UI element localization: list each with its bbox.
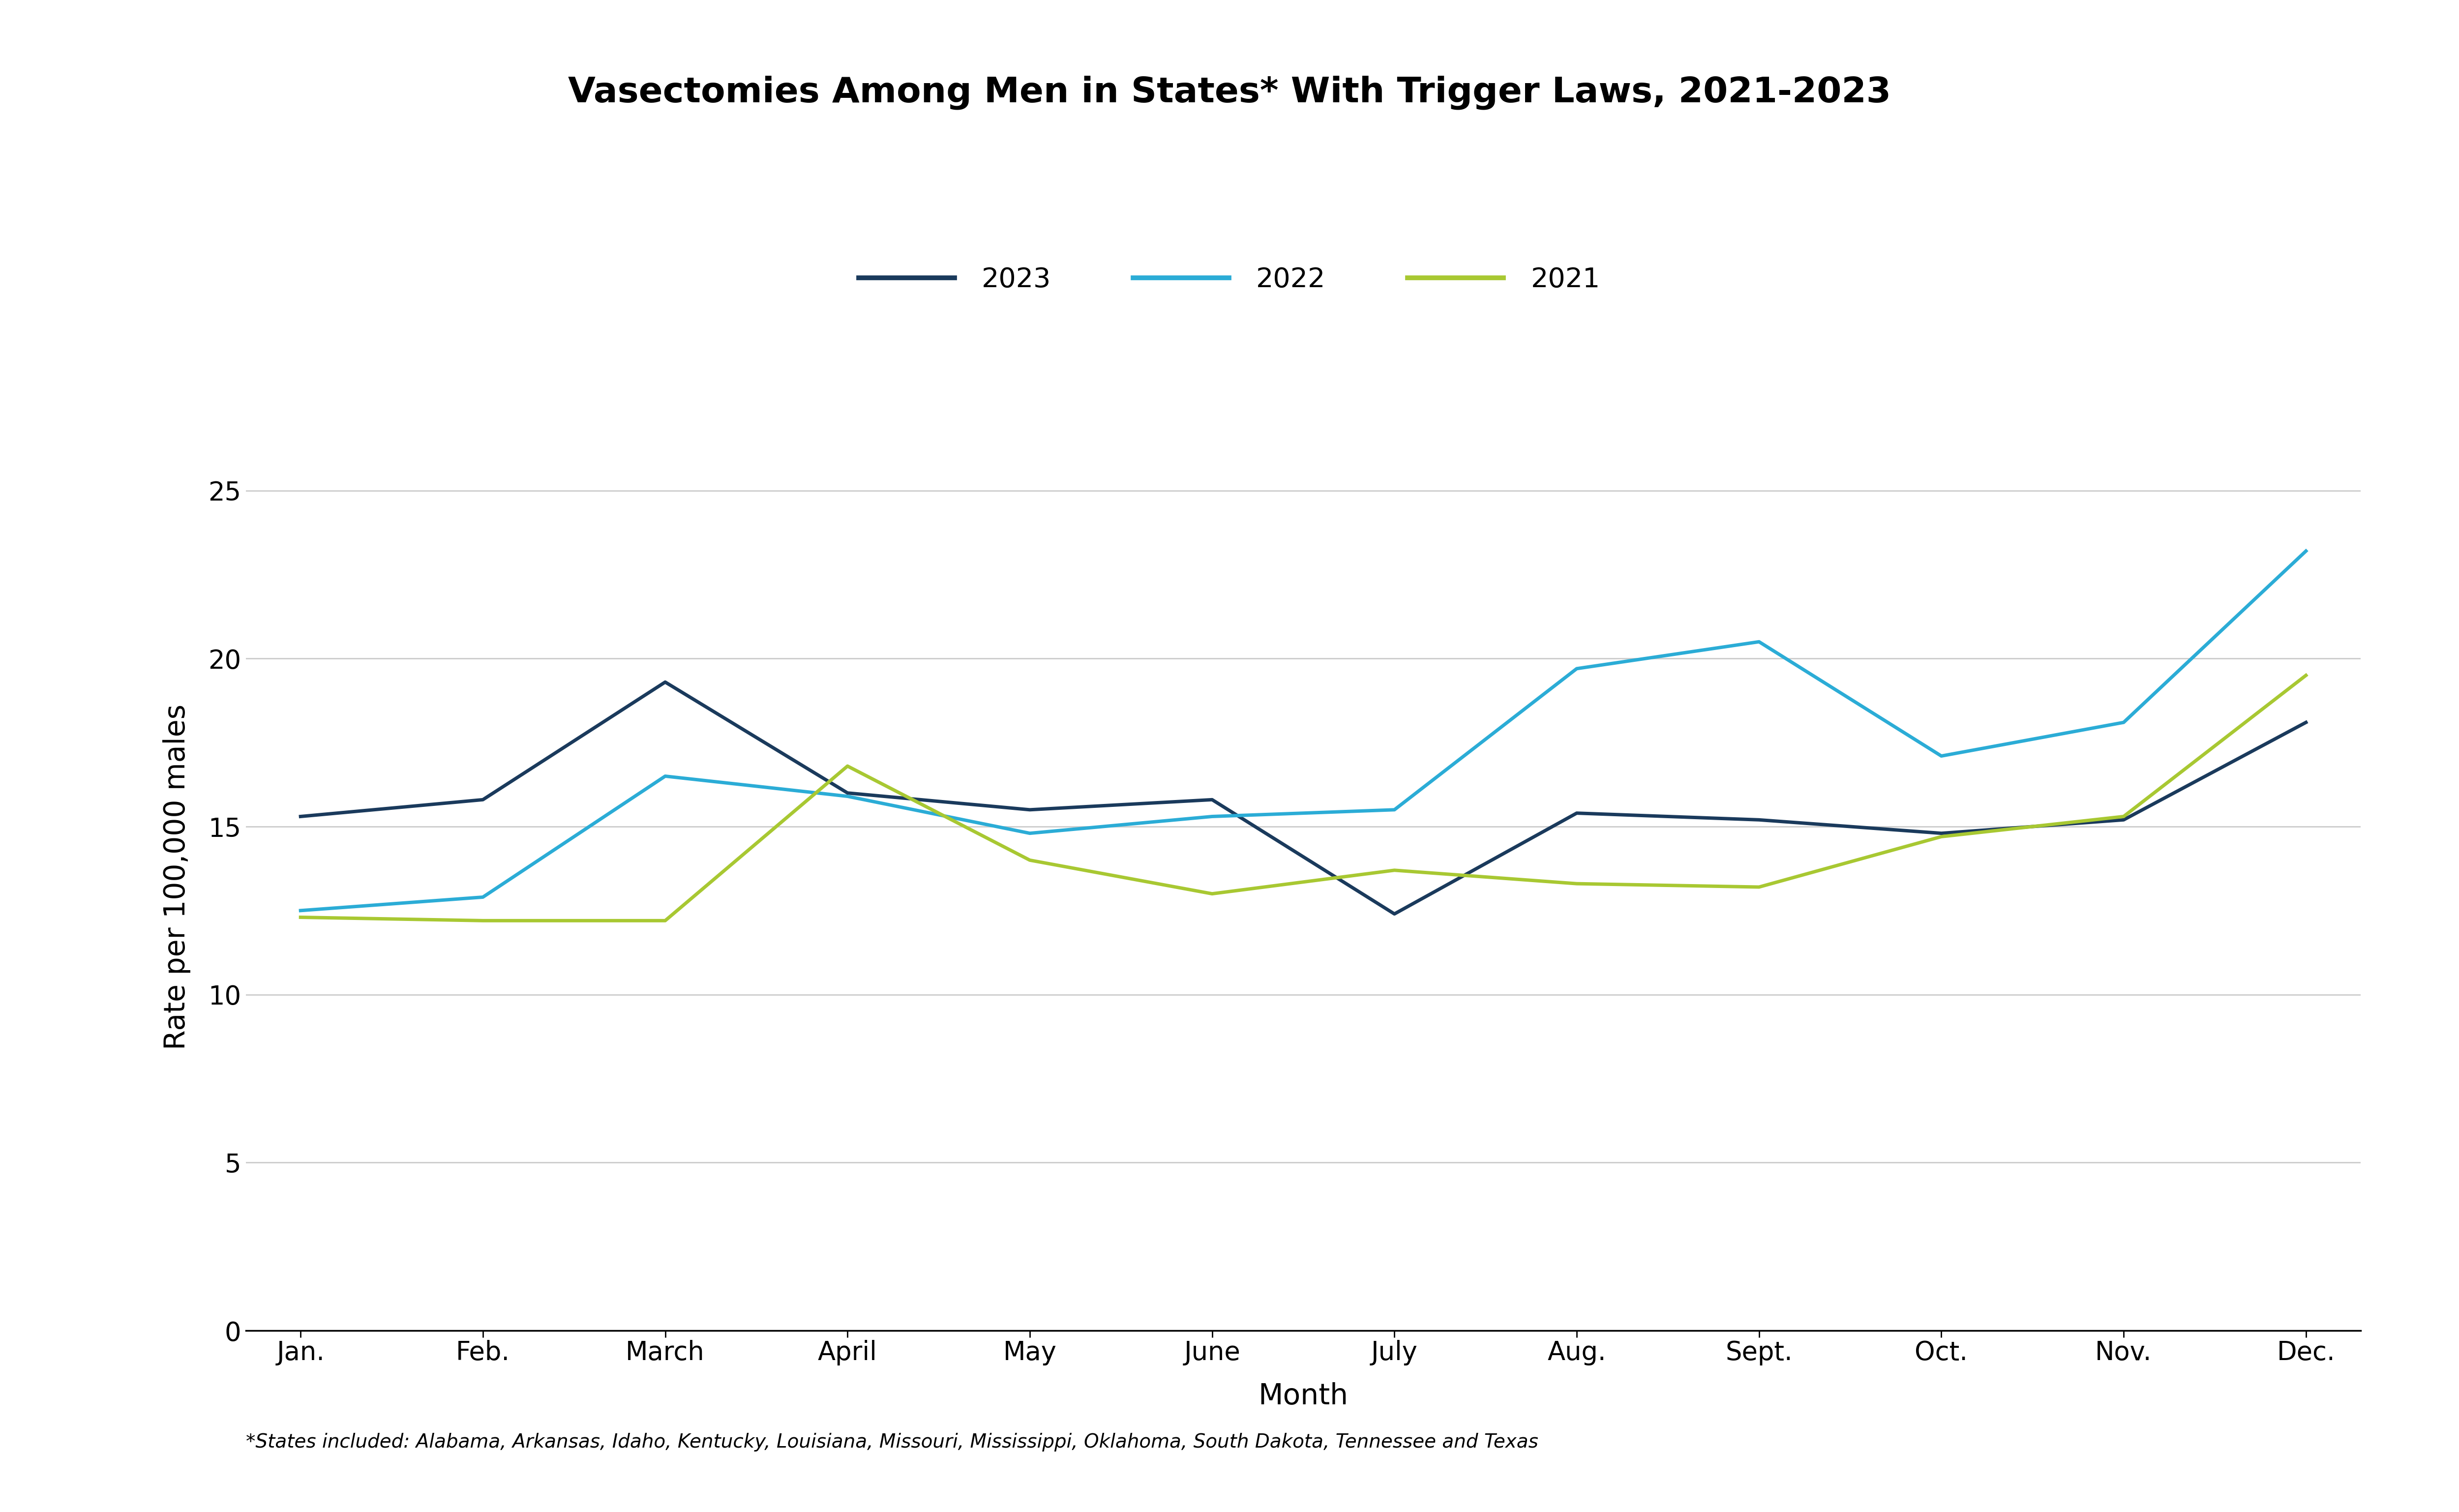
2022 xyxy=(467,888,497,906)
2023 xyxy=(2110,810,2139,829)
2021 xyxy=(1198,885,1227,903)
Y-axis label: Rate per 100,000 males: Rate per 100,000 males xyxy=(162,705,192,1049)
2021 xyxy=(2292,667,2321,685)
X-axis label: Month: Month xyxy=(1259,1382,1348,1411)
2023 xyxy=(1925,824,1955,842)
2021 xyxy=(834,758,863,776)
2022 xyxy=(1561,659,1591,677)
2023 xyxy=(834,783,863,801)
2021 xyxy=(2110,807,2139,826)
2022 xyxy=(1379,801,1409,820)
2023 xyxy=(1016,801,1045,820)
Text: Vasectomies Among Men in States* With Trigger Laws, 2021-2023: Vasectomies Among Men in States* With Tr… xyxy=(568,76,1891,110)
2023 xyxy=(1743,810,1773,829)
2023 xyxy=(652,673,681,691)
2022 xyxy=(652,767,681,785)
2023 xyxy=(1198,791,1227,809)
2022 xyxy=(2110,714,2139,732)
Line: 2022: 2022 xyxy=(300,550,2307,910)
Legend: 2023, 2022, 2021: 2023, 2022, 2021 xyxy=(848,256,1611,304)
2022 xyxy=(834,788,863,806)
2023 xyxy=(285,807,315,826)
Line: 2021: 2021 xyxy=(300,676,2307,921)
2022 xyxy=(1925,747,1955,765)
2023 xyxy=(1379,904,1409,922)
2022 xyxy=(1016,824,1045,842)
2021 xyxy=(1925,827,1955,845)
2021 xyxy=(1561,874,1591,892)
2023 xyxy=(1561,804,1591,823)
2021 xyxy=(285,909,315,927)
Text: *States included: Alabama, Arkansas, Idaho, Kentucky, Louisiana, Missouri, Missi: *States included: Alabama, Arkansas, Ida… xyxy=(246,1433,1539,1452)
2023 xyxy=(467,791,497,809)
2021 xyxy=(652,912,681,930)
2022 xyxy=(2292,541,2321,559)
2021 xyxy=(467,912,497,930)
2022 xyxy=(1743,632,1773,650)
Line: 2023: 2023 xyxy=(300,682,2307,913)
2021 xyxy=(1379,862,1409,880)
2022 xyxy=(285,901,315,919)
2021 xyxy=(1743,878,1773,897)
2022 xyxy=(1198,807,1227,826)
2023 xyxy=(2292,714,2321,732)
2021 xyxy=(1016,851,1045,869)
